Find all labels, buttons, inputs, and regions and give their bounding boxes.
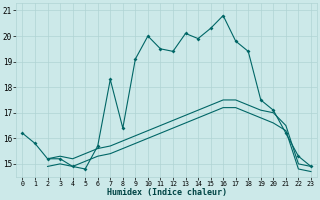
X-axis label: Humidex (Indice chaleur): Humidex (Indice chaleur) — [107, 188, 227, 197]
